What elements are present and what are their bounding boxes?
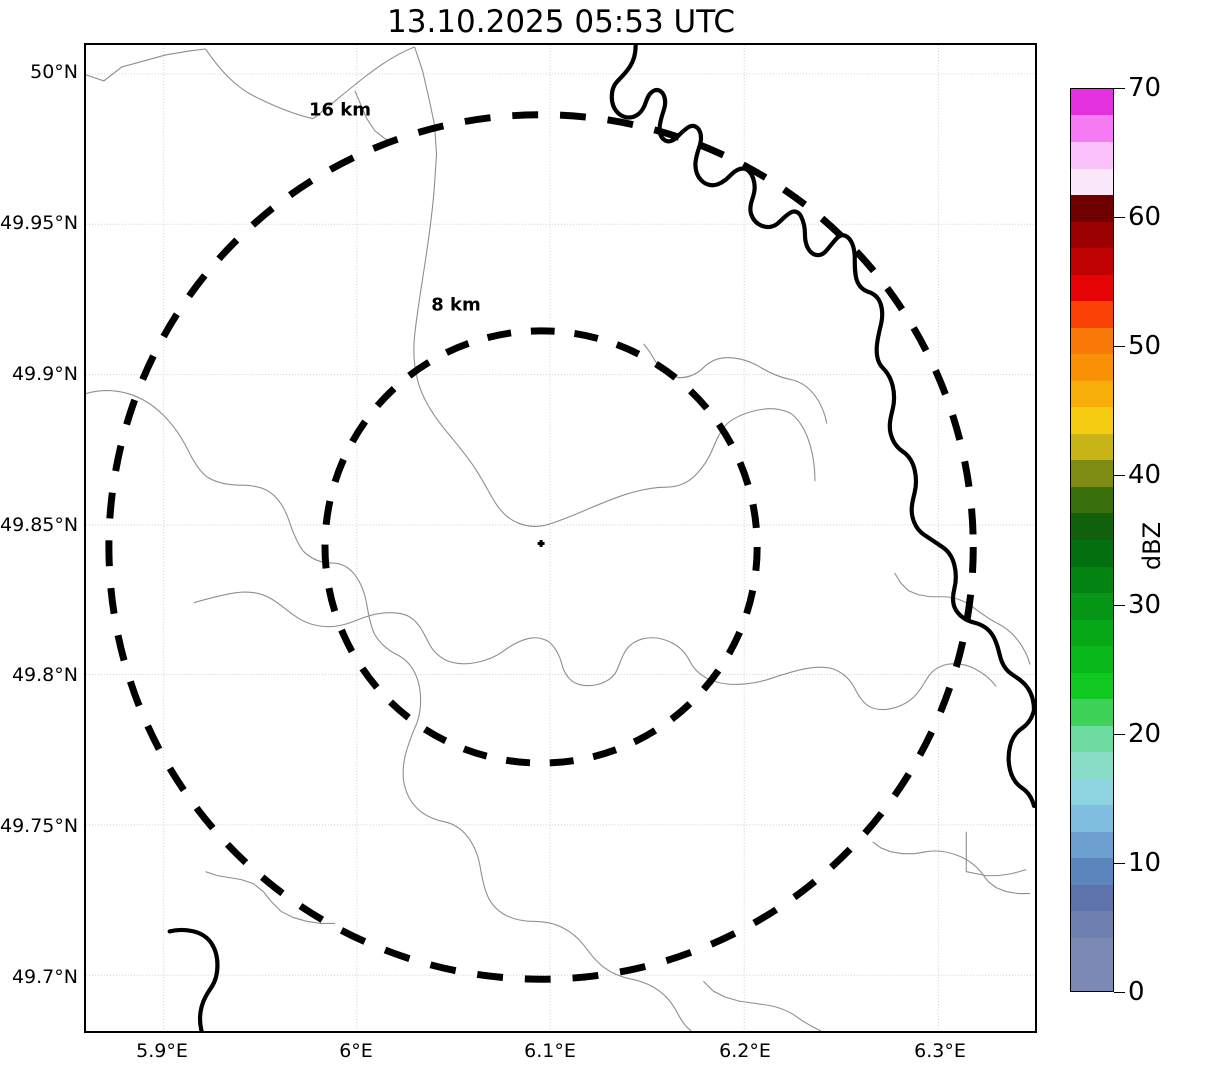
ytick-label: 49.75°N xyxy=(0,815,79,837)
range-ring-16km xyxy=(105,111,977,983)
colorbar-band xyxy=(1071,513,1113,540)
colorbar-band xyxy=(1071,142,1113,169)
colorbar-band xyxy=(1071,593,1113,620)
colorbar-band xyxy=(1071,699,1113,726)
grid-vertical xyxy=(163,45,939,1031)
colorbar-tick xyxy=(1114,605,1125,606)
ytick-label: 49.8°N xyxy=(11,664,78,686)
colorbar-band xyxy=(1071,964,1113,991)
colorbar-tick-label: 10 xyxy=(1128,848,1162,878)
ytick-label: 49.9°N xyxy=(11,363,78,385)
page-title: 13.10.2025 05:53 UTC xyxy=(387,4,735,40)
colorbar-band xyxy=(1071,672,1113,700)
colorbar-tick-label: 30 xyxy=(1128,590,1162,620)
dbz-colorbar[interactable] xyxy=(1070,88,1114,992)
range-ring-8km xyxy=(321,327,761,767)
colorbar-band xyxy=(1071,433,1113,461)
colorbar-tick xyxy=(1114,346,1125,347)
colorbar-band xyxy=(1071,831,1113,859)
map-plot-area[interactable] xyxy=(84,43,1037,1033)
ytick-label: 50°N xyxy=(30,61,78,83)
admin-boundaries xyxy=(86,46,1031,1031)
colorbar-tick-label: 50 xyxy=(1128,331,1162,361)
colorbar-band xyxy=(1071,407,1113,434)
xtick-label: 5.9°E xyxy=(136,1040,188,1062)
colorbar-band xyxy=(1071,566,1113,594)
colorbar-band xyxy=(1071,937,1113,965)
ytick-label: 49.7°N xyxy=(11,966,78,988)
colorbar-band xyxy=(1071,274,1113,302)
colorbar-tick xyxy=(1114,863,1125,864)
colorbar-band xyxy=(1071,221,1113,249)
colorbar-band xyxy=(1071,327,1113,355)
colorbar-tick-label: 0 xyxy=(1128,977,1145,1007)
range-ring-label-8km: 8 km xyxy=(431,294,481,316)
colorbar-band xyxy=(1071,115,1113,142)
colorbar-band xyxy=(1071,911,1113,938)
ytick-label: 49.95°N xyxy=(0,212,79,234)
xtick-label: 6.1°E xyxy=(524,1040,576,1062)
radar-center-marker xyxy=(537,539,545,547)
colorbar-tick xyxy=(1114,88,1125,89)
xtick-label: 6°E xyxy=(339,1040,373,1062)
colorbar-tick xyxy=(1114,217,1125,218)
colorbar-band xyxy=(1071,805,1113,832)
colorbar-band xyxy=(1071,195,1113,222)
ytick-label: 49.85°N xyxy=(0,514,79,536)
colorbar-band xyxy=(1071,88,1113,116)
colorbar-tick xyxy=(1114,992,1125,993)
colorbar-band xyxy=(1071,858,1113,885)
xtick-label: 6.2°E xyxy=(719,1040,771,1062)
colorbar-tick-label: 20 xyxy=(1128,719,1162,749)
colorbar-band xyxy=(1071,884,1113,912)
colorbar-axis-title: dBZ xyxy=(1138,521,1166,571)
colorbar-tick xyxy=(1114,734,1125,735)
colorbar-band xyxy=(1071,539,1113,567)
colorbar-band xyxy=(1071,301,1113,328)
colorbar-band xyxy=(1071,354,1113,381)
colorbar-tick xyxy=(1114,475,1125,476)
colorbar-band xyxy=(1071,460,1113,487)
colorbar-band xyxy=(1071,380,1113,408)
colorbar-band xyxy=(1071,248,1113,275)
grid-horizontal xyxy=(86,73,1035,976)
range-ring-label-16km: 16 km xyxy=(308,99,372,121)
colorbar-band xyxy=(1071,778,1113,806)
colorbar-band xyxy=(1071,168,1113,196)
xtick-label: 6.3°E xyxy=(914,1040,966,1062)
colorbar-tick-label: 70 xyxy=(1128,73,1162,103)
national-border xyxy=(167,45,1035,1031)
colorbar-band xyxy=(1071,752,1113,779)
map-vector-layer xyxy=(86,45,1035,1031)
colorbar-band xyxy=(1071,646,1113,673)
colorbar-band xyxy=(1071,619,1113,647)
colorbar-band xyxy=(1071,725,1113,753)
colorbar-tick-label: 40 xyxy=(1128,460,1162,490)
colorbar-tick-label: 60 xyxy=(1128,202,1162,232)
colorbar-band xyxy=(1071,486,1113,514)
